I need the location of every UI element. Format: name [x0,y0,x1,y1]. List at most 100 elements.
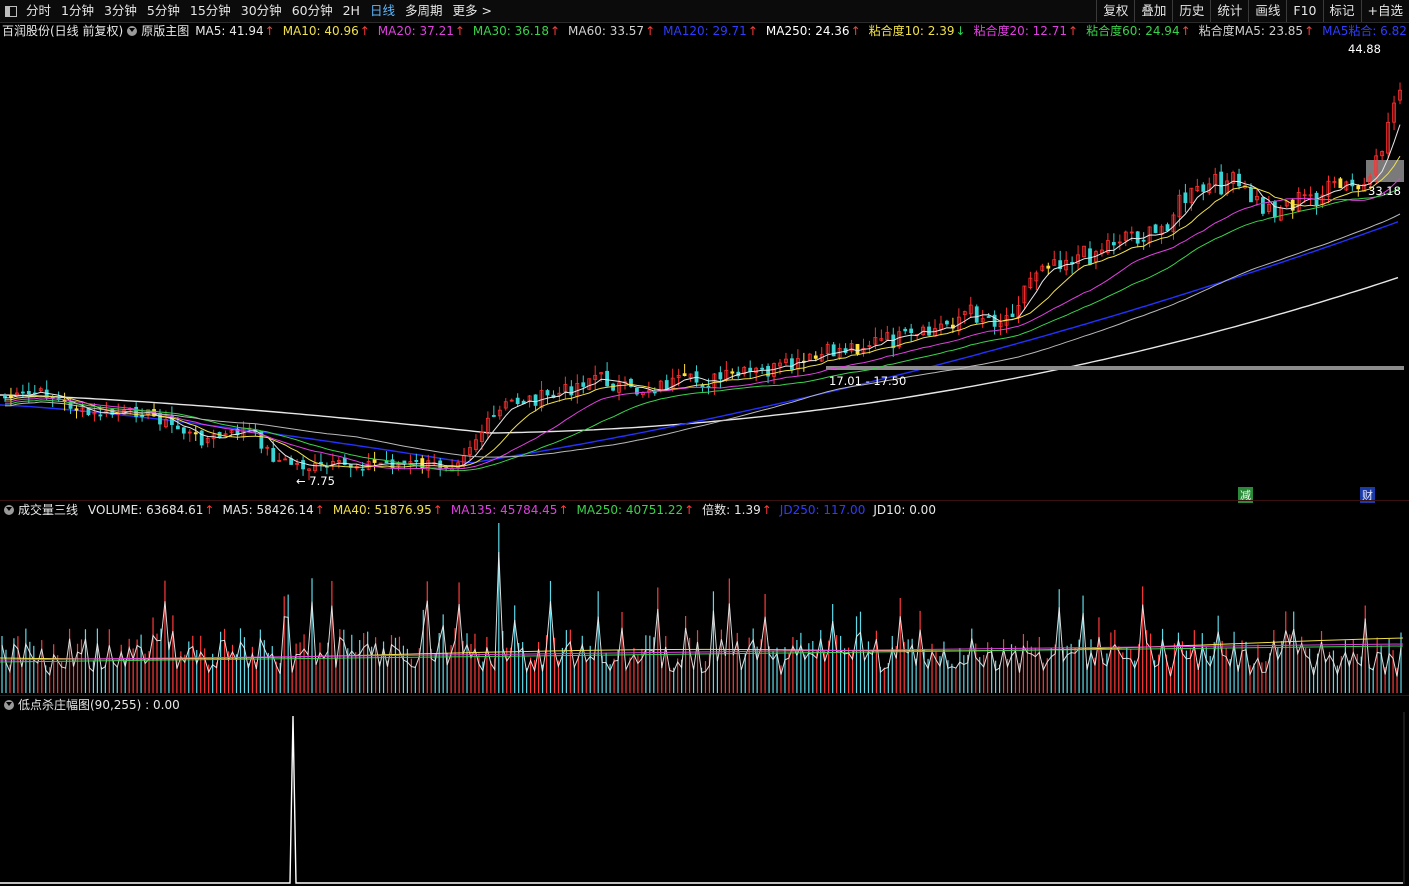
volume-legend-label-3: MA135: 45784.45 [450,503,558,517]
arrow-up-icon: ↑ [454,24,465,38]
main-legend-label-5: MA120: 29.71 [663,24,747,38]
arrow-up-icon: ↑ [558,503,569,517]
main-legend-label-10: 粘合度MA5: 23.85 [1198,24,1304,38]
main-legend-label-0: MA5: 41.94 [195,24,264,38]
arrow-up-icon: ↑ [314,503,325,517]
price-high-label: 44.88 [1348,42,1381,56]
period-tab-10[interactable]: 更多 > [452,3,492,18]
tool-button-5[interactable]: F10 [1286,0,1322,22]
stock-title: 百润股份(日线 前复权) [2,24,124,38]
tool-button-6[interactable]: 标记 [1322,0,1361,22]
main-legend-label-11: MA5粘合: 6.82 [1322,24,1407,38]
flag-jian[interactable]: 减 [1238,487,1253,503]
period-toolbar: 分时 1分钟 3分钟 5分钟 15分钟 30分钟 60分钟 2H 日线 多周期 更多 > 复权 叠加历… [0,0,1409,23]
arrow-up-icon: ↑ [1408,24,1409,38]
arrow-up-icon: ↑ [850,24,861,38]
main-legend-label-4: MA60: 33.57 [568,24,645,38]
period-tab-0[interactable]: 分时 [26,3,52,18]
volume-legend-6: JD250: 117.00 [780,502,866,518]
arrow-up-icon: ↑ [432,503,443,517]
flag-cai[interactable]: 财 [1360,487,1375,503]
volume-legend-4: MA250: 40751.22↑ [577,502,695,518]
volume-legend-label-0: VOLUME: 63684.61 [88,503,204,517]
period-tab-3[interactable]: 5分钟 [146,3,180,18]
arrow-up-icon: ↑ [264,24,275,38]
price-low-value: 7.75 [309,474,335,488]
period-tab-9[interactable]: 多周期 [404,3,443,18]
ma-legend-items: MA5: 41.94↑ MA10: 40.96↑ MA20: 37.21↑ MA30:… [195,23,1409,39]
arrow-up-icon: ↑ [747,24,758,38]
volume-dropdown-icon[interactable] [4,505,14,515]
volume-legend-items: VOLUME: 63684.61↑ MA5: 58426.14↑ MA40: 518… [88,502,944,518]
main-legend-label-7: 粘合度10: 2.39 [868,24,955,38]
main-legend-9: 粘合度60: 24.94↑ [1086,23,1191,39]
period-tab-8[interactable]: 日线 [369,3,395,18]
volume-legend-label-2: MA40: 51876.95 [332,503,432,517]
tool-button-1[interactable]: 叠加 [1134,0,1172,22]
main-legend-8: 粘合度20: 12.71↑ [974,23,1079,39]
pane-divider-2[interactable] [0,695,1409,696]
tool-button-4[interactable]: 画线 [1248,0,1286,22]
volume-legend-2: MA40: 51876.95↑ [333,502,443,518]
main-legend-6: MA250: 24.36↑ [766,23,861,39]
volume-legend-5: 倍数: 1.39↑ [702,502,772,518]
period-tab-5[interactable]: 30分钟 [240,3,282,18]
volume-chart[interactable] [0,518,1409,694]
bottom-indicator-chart[interactable] [0,712,1409,884]
main-legend: 百润股份(日线 前复权) 原版主图 MA5: 41.94↑ MA10: 40.96… [0,23,1409,39]
bottom-legend: 低点杀庄幅图(90,255) : 0.00 [0,697,180,713]
arrow-down-icon: ↓ [955,24,966,38]
main-legend-label-3: MA30: 36.18 [472,24,549,38]
tool-button-3[interactable]: 统计 [1210,0,1248,22]
arrow-up-icon: ↑ [761,503,772,517]
zone-label: 17.01 - 17.50 [829,374,907,388]
arrow-up-icon: ↑ [684,503,695,517]
volume-legend-3: MA135: 45784.45↑ [451,502,569,518]
main-legend-label-9: 粘合度60: 24.94 [1086,24,1180,38]
arrow-up-icon: ↑ [359,24,370,38]
arrow-up-icon: ↑ [549,24,561,38]
main-legend-label-1: MA10: 40.96 [282,24,359,38]
main-legend-2: MA20: 37.21↑ [378,23,465,39]
price-low-label: ← 7.75 [296,474,335,488]
main-legend-label-8: 粘合度20: 12.71 [973,24,1068,38]
main-legend-3: MA30: 36.18↑ [473,23,560,39]
volume-indicator-name[interactable]: 成交量三线 [18,503,79,517]
pane-divider-1[interactable] [0,500,1409,501]
indicator-name[interactable]: 原版主图 [141,24,190,38]
arrow-up-icon: ↑ [1180,24,1191,38]
main-legend-0: MA5: 41.94↑ [195,23,274,39]
volume-legend-label-7: JD10: 0.00 [873,503,936,517]
main-legend-1: MA10: 40.96↑ [283,23,370,39]
volume-legend-label-5: 倍数: 1.39 [702,503,761,517]
level-label: 33.18 [1368,184,1401,198]
volume-legend: 成交量三线 VOLUME: 63684.61↑ MA5: 58426.14↑ MA4… [0,502,944,518]
period-tab-7[interactable]: 2H [342,3,360,18]
volume-legend-label-4: MA250: 40751.22 [576,503,684,517]
volume-legend-label-1: MA5: 58426.14 [222,503,314,517]
period-tab-6[interactable]: 60分钟 [291,3,333,18]
tool-buttons: 复权 叠加 历史 统计 画线 F10 标记 +自选 [1096,0,1409,22]
main-legend-11: MA5粘合: 6.82↑ [1322,23,1409,39]
main-legend-label-2: MA20: 37.21 [377,24,454,38]
period-tab-2[interactable]: 3分钟 [103,3,137,18]
main-legend-4: MA60: 33.57↑ [568,23,655,39]
period-tab-1[interactable]: 1分钟 [61,3,94,18]
main-legend-7: 粘合度10: 2.39↓ [869,23,966,39]
bottom-indicator-name[interactable]: 低点杀庄幅图(90,255) : 0.00 [18,698,180,712]
volume-legend-1: MA5: 58426.14↑ [222,502,324,518]
main-legend-label-6: MA250: 24.36 [765,24,850,38]
sidebar-toggle-icon[interactable] [5,5,17,17]
bottom-dropdown-icon[interactable] [4,700,14,710]
main-legend-5: MA120: 29.71↑ [663,23,758,39]
period-tab-4[interactable]: 15分钟 [189,3,231,18]
volume-legend-7: JD10: 0.00 [873,502,936,518]
main-legend-10: 粘合度MA5: 23.85↑ [1199,23,1314,39]
tool-button-2[interactable]: 历史 [1172,0,1210,22]
indicator-dropdown-icon[interactable] [127,26,138,36]
tool-button-7[interactable]: +自选 [1360,0,1409,22]
arrow-up-icon: ↑ [204,503,215,517]
volume-legend-0: VOLUME: 63684.61↑ [88,502,214,518]
tool-button-0[interactable]: 复权 [1096,0,1134,22]
price-chart[interactable] [0,20,1409,500]
